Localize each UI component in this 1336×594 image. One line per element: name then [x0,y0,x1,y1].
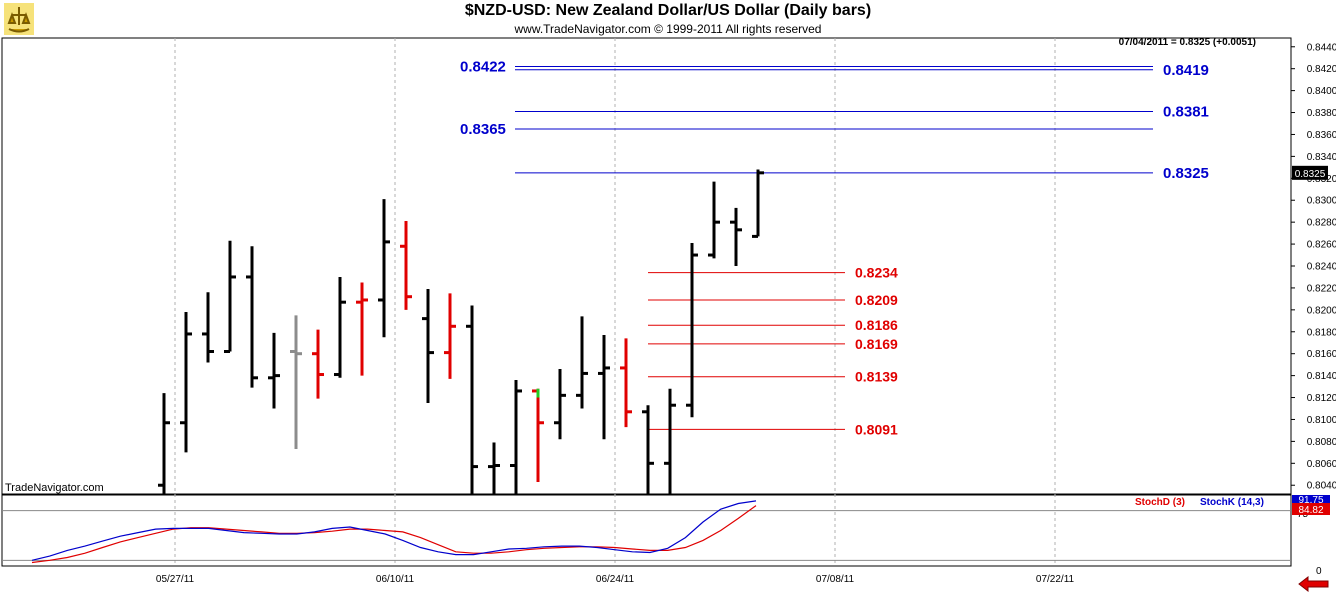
ohlc-bar [378,199,390,338]
y-tick-label: 0.8080 [1307,437,1336,448]
ohlc-bar [268,332,280,409]
ohlc-bar [334,276,346,378]
ohlc-bar [246,246,258,388]
ohlc-bar [158,393,170,494]
x-tick-label: 05/27/11 [156,574,195,585]
level-label: 0.8234 [855,265,898,281]
ohlc-bar [422,289,434,404]
ohlc-bar [312,329,324,399]
stochd-value: 84.82 [1298,505,1323,516]
level-label: 0.8365 [460,121,506,138]
level-label: 0.8139 [855,369,898,385]
price-bars [158,169,764,494]
y-tick-label: 0.8220 [1307,283,1336,294]
ohlc-bar [598,335,610,440]
level-label: 0.8325 [1163,165,1209,182]
date-axis: 05/27/11 06/10/11 06/24/11 07/08/11 07/22/11 [156,574,1075,585]
y-tick-label: 0.8180 [1307,327,1336,338]
grid-lines [174,38,1056,566]
ohlc-bar [356,282,368,376]
stochd-value-box [1292,503,1330,515]
y-tick-label: 0.8200 [1307,305,1336,316]
ohlc-bar [576,316,588,409]
last-price-box [1292,165,1328,180]
stochk-value: 91.75 [1298,495,1323,506]
y-tick-label: 0.8120 [1307,393,1336,404]
y-tick-label: 0.8340 [1307,152,1336,163]
ohlc-bar [444,293,456,379]
level-label: 0.8091 [855,421,898,437]
y-tick-label: 0.8440 [1307,42,1336,53]
y-tick-label: 0.8420 [1307,64,1336,75]
copyright-text: www.TradeNavigator.com © 1999-2011 All r… [514,22,822,36]
y-tick-label: 0.8100 [1307,415,1336,426]
y-tick-label: 0.8040 [1307,481,1336,492]
indicator-axis-label: 0 [1316,566,1322,577]
stochd-legend: StochD (3) [1135,497,1185,508]
level-label: 0.8186 [855,317,898,333]
level-label: 0.8381 [1163,103,1209,120]
ohlc-bar [686,242,698,418]
y-tick-label: 0.8400 [1307,86,1336,97]
y-tick-label: 0.8280 [1307,218,1336,229]
level-label: 0.8169 [855,336,898,352]
stoch-line-d [31,505,757,564]
last-price-label: 0.8325 [1295,169,1326,180]
trade-navigator-logo-icon [4,3,34,35]
ohlc-bar [708,181,720,259]
ohlc-bar [224,240,236,353]
ohlc-bar [400,221,412,310]
indicator-panel-border [1,494,1292,567]
level-label: 0.8422 [460,59,506,76]
stochk-legend: StochK (14,3) [1200,497,1264,508]
ohlc-bar [532,388,544,482]
x-tick-label: 06/24/11 [596,574,635,585]
ohlc-bar [290,315,302,450]
ohlc-bar [202,292,214,363]
ohlc-bar [620,338,632,428]
ohlc-bar [642,405,654,494]
y-tick-label: 0.8260 [1307,240,1336,251]
ohlc-bar [664,388,676,494]
watermark-text: TradeNavigator.com [5,482,104,494]
price-axis: 0.8440 0.8420 0.8400 0.8380 0.8360 0.8340 0.83… [1291,42,1336,492]
y-tick-label: 0.8060 [1307,459,1336,470]
scroll-left-arrow-icon[interactable] [1298,576,1330,592]
ohlc-bar [554,369,566,440]
y-tick-label: 0.8380 [1307,108,1336,119]
x-tick-label: 06/10/11 [376,574,415,585]
price-levels: 0.8422 0.8419 0.8381 0.8365 0.8325 0.8234 0.82… [460,59,1209,438]
y-tick-label: 0.8160 [1307,349,1336,360]
chart-title: $NZD-USD: New Zealand Dollar/US Dollar (… [464,2,872,19]
stochk-value-box [1292,495,1330,505]
level-label: 0.8209 [855,292,898,308]
ohlc-bar [730,207,742,266]
x-tick-label: 07/08/11 [816,574,855,585]
ohlc-bar [510,380,522,494]
level-label: 0.8419 [1163,62,1209,79]
ohlc-bar [488,442,500,494]
y-tick-label: 0.8140 [1307,371,1336,382]
y-tick-label: 0.8240 [1307,262,1336,273]
y-tick-label: 0.8300 [1307,196,1336,207]
ohlc-bar [180,312,192,453]
y-tick-label: 0.8360 [1307,130,1336,141]
last-price-readout: 07/04/2011 = 0.8325 (+0.0051) [1118,37,1256,48]
ohlc-bar [466,305,478,494]
ohlc-bar [752,169,764,238]
stoch-line-k [31,500,757,561]
x-tick-label: 07/22/11 [1036,574,1075,585]
